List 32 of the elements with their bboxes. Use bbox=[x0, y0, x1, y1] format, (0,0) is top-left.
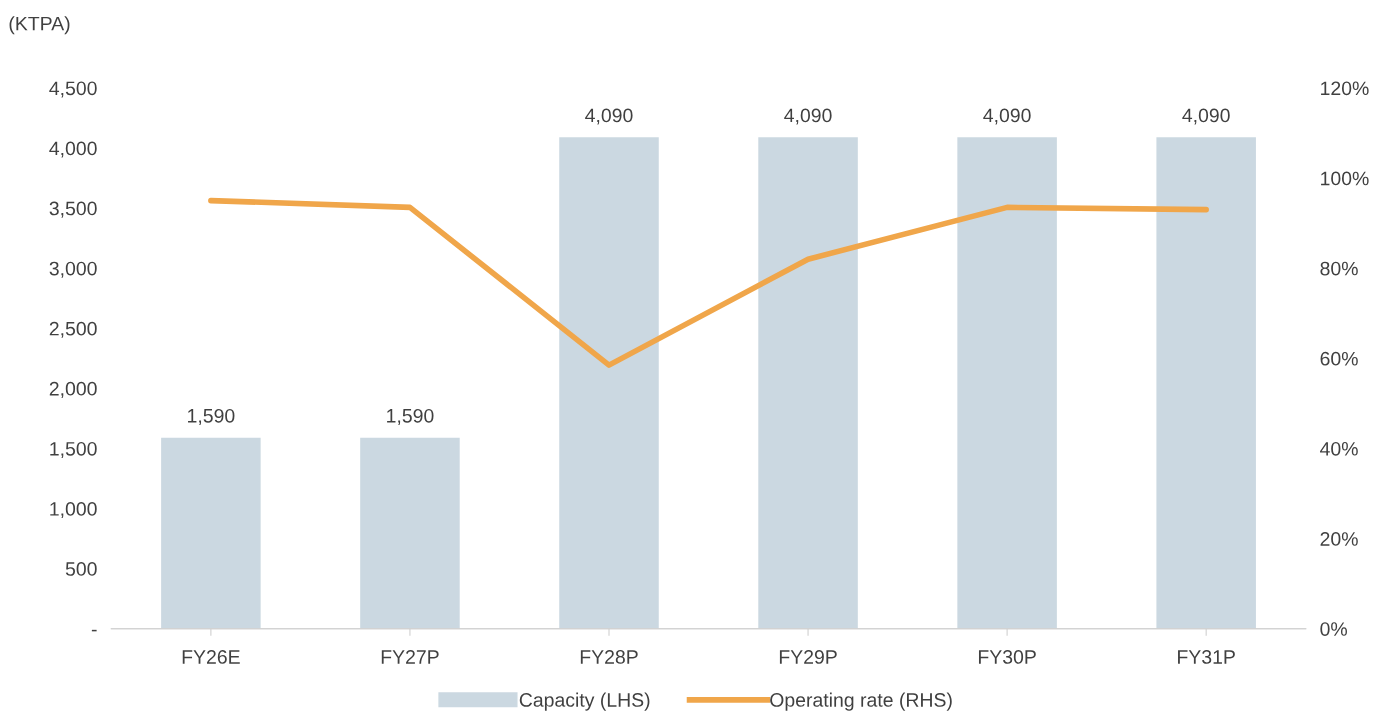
y2-tick-label: 40% bbox=[1320, 441, 1358, 456]
x-tick-label: FY26E bbox=[182, 650, 240, 664]
y-tick-label: 4,000 bbox=[49, 141, 97, 158]
y-tick-label: - bbox=[91, 629, 97, 632]
y-tick-label: 3,500 bbox=[49, 201, 97, 218]
data-label: 4,090 bbox=[784, 108, 832, 125]
legend-label: Capacity (LHS) bbox=[519, 692, 650, 711]
y-tick-label: 1,500 bbox=[50, 441, 97, 458]
x-tick-label: FY30P bbox=[978, 650, 1036, 664]
data-label: 4,090 bbox=[585, 108, 633, 125]
x-tick-label: FY31P bbox=[1178, 650, 1235, 664]
y-tick-label: 2,000 bbox=[49, 381, 97, 398]
data-label: 4,090 bbox=[983, 108, 1031, 125]
x-tick-label: FY29P bbox=[779, 650, 837, 664]
y-axis-title: (KTPA) bbox=[9, 16, 70, 35]
y2-tick-label: 20% bbox=[1320, 532, 1358, 546]
y2-tick-label: 80% bbox=[1320, 261, 1358, 276]
y-tick-label: 3,000 bbox=[49, 261, 97, 278]
x-tick-label: FY27P bbox=[381, 650, 439, 664]
y2-tick-label: 120% bbox=[1321, 81, 1369, 96]
data-label: 1,590 bbox=[188, 408, 235, 425]
y2-tick-label: 100% bbox=[1321, 171, 1369, 186]
y2-tick-label: 60% bbox=[1320, 351, 1358, 366]
x-tick-label: FY28P bbox=[580, 650, 638, 664]
data-label: 1,590 bbox=[387, 408, 434, 425]
y-tick-label: 1,000 bbox=[50, 502, 97, 519]
legend-label: Operating rate (RHS) bbox=[770, 692, 952, 711]
data-label: 4,090 bbox=[1182, 108, 1230, 125]
y-tick-label: 4,500 bbox=[49, 81, 97, 98]
y2-tick-label: 0% bbox=[1320, 622, 1347, 636]
y-tick-label: 2,500 bbox=[49, 321, 97, 338]
y-tick-label: 500 bbox=[65, 562, 97, 576]
